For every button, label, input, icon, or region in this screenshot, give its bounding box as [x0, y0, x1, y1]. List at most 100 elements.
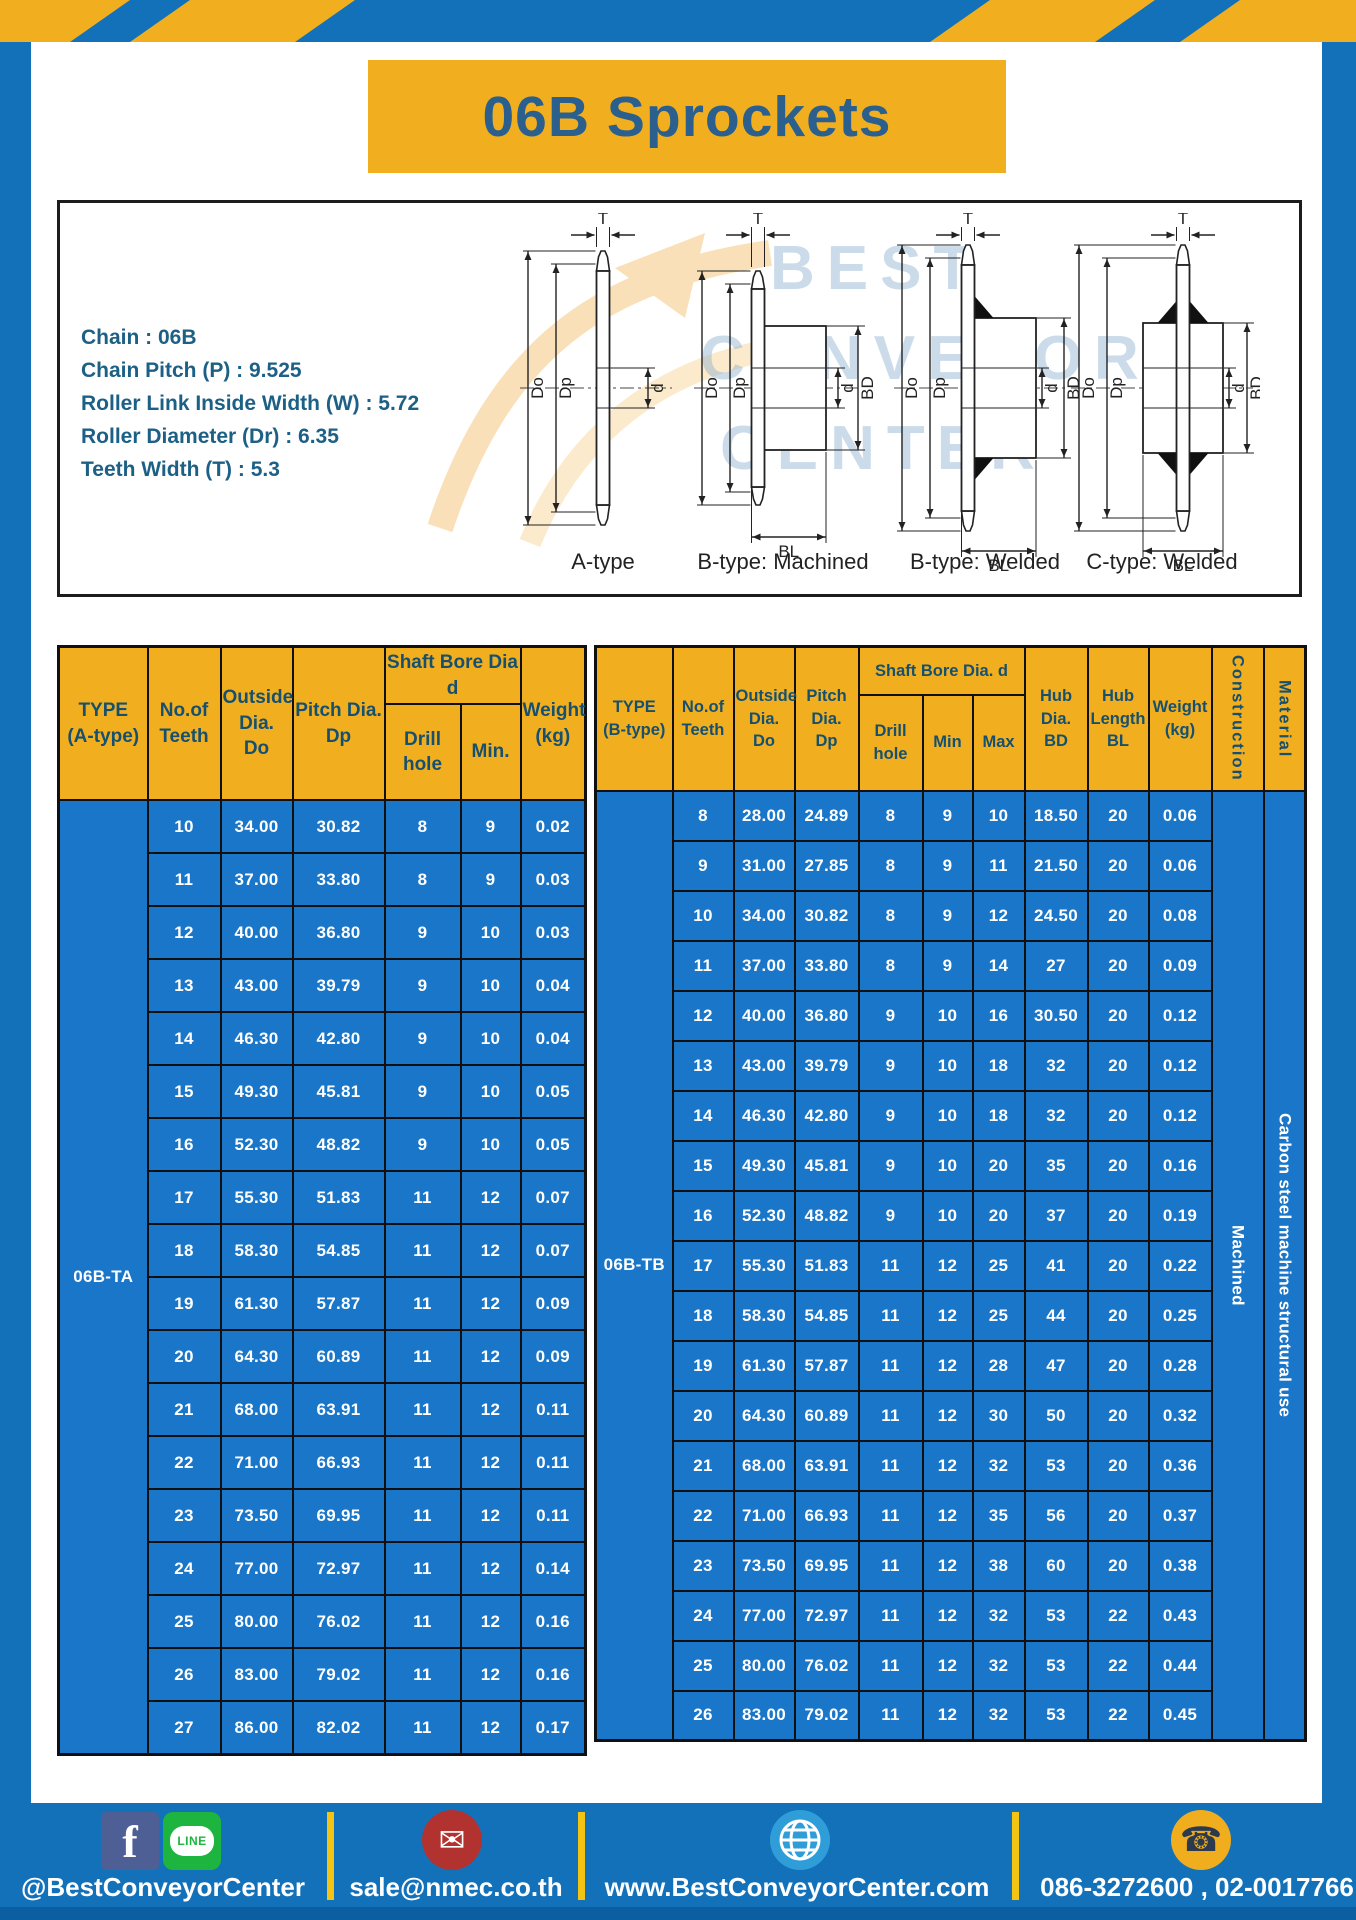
col-header-outside-dia: Outside Dia. Do — [732, 645, 797, 792]
cell: 0.28 — [1147, 1339, 1213, 1392]
cell: 20 — [1086, 1189, 1150, 1242]
cell: 12 — [921, 1239, 974, 1292]
cell: 66.93 — [793, 1489, 860, 1542]
cell: 32 — [971, 1439, 1026, 1492]
cell: 57.87 — [291, 1276, 386, 1332]
cell: 25 — [671, 1639, 735, 1692]
cell: 0.12 — [1147, 1089, 1213, 1142]
cell: 12 — [459, 1700, 522, 1756]
cell: 45.81 — [793, 1139, 860, 1192]
table-row: 18 58.30 54.85 11 12 25 44 20 0.25 — [596, 1289, 1306, 1342]
cell: 57.87 — [793, 1339, 860, 1392]
cell: 9 — [459, 799, 522, 855]
spec-line: Roller Link Inside Width (W) : 5.72 — [81, 392, 420, 415]
social-handle[interactable]: @BestConveyorCenter — [21, 1872, 305, 1902]
cell: 11 — [383, 1329, 462, 1385]
cell: 58.30 — [219, 1223, 294, 1279]
cell: 28 — [971, 1339, 1026, 1392]
table-row: 06B-TA 10 34.00 30.82 8 9 0.02 — [57, 799, 587, 1756]
table-row: 17 55.30 51.83 11 12 25 41 20 0.22 — [596, 1239, 1306, 1292]
table-b-body: 06B-TB 8 28.00 24.89 8 9 10 18.50 20 0.06 Machined… — [594, 789, 1307, 1742]
cell: 19 — [146, 1276, 222, 1332]
cell: 77.00 — [219, 1541, 294, 1597]
cell: 39.79 — [793, 1039, 860, 1092]
cell: 19 — [671, 1339, 735, 1392]
cell: 11 — [857, 1589, 924, 1642]
cell: 9 — [383, 1011, 462, 1067]
cell: 20 — [1086, 939, 1150, 992]
cell: 37.00 — [219, 852, 294, 908]
cell: 10 — [921, 989, 974, 1042]
top-decorative-bar — [0, 0, 1356, 42]
globe-icon[interactable] — [770, 1810, 830, 1870]
stripe — [130, 0, 355, 42]
cell: 40.00 — [732, 989, 796, 1042]
footer-divider — [1012, 1812, 1019, 1900]
cell: 11 — [857, 1239, 924, 1292]
cell: 12 — [459, 1541, 522, 1597]
cell: 10 — [459, 1064, 522, 1120]
cell: 20 — [1086, 989, 1150, 1042]
cell: 0.36 — [1147, 1439, 1213, 1492]
cell: 39.79 — [291, 958, 386, 1014]
table-row: 23 73.50 69.95 11 12 38 60 20 0.38 — [596, 1539, 1306, 1592]
cell: 11 — [857, 1489, 924, 1542]
svg-text:Do: Do — [528, 377, 547, 399]
footer-contact-bar — [0, 1803, 1356, 1920]
table-row: 24 77.00 72.97 11 12 32 53 22 0.43 — [596, 1589, 1306, 1642]
cell: 12 — [921, 1689, 974, 1742]
cell: 12 — [459, 1276, 522, 1332]
cell: 12 — [459, 1170, 522, 1226]
cell: 24.89 — [793, 789, 860, 842]
table-row: 9 31.00 27.85 8 9 11 21.50 20 0.06 — [596, 839, 1306, 892]
cell: 24.50 — [1023, 889, 1089, 942]
table-a-type: TYPE (A-type) No.of Teeth Outside Dia. D… — [57, 645, 587, 1756]
cell: 16 — [971, 989, 1026, 1042]
cell: 54.85 — [291, 1223, 386, 1279]
cell: 11 — [383, 1594, 462, 1650]
cell: 53 — [1023, 1439, 1089, 1492]
type-label-cell: 06B-TA — [57, 799, 149, 1756]
line-app-icon[interactable]: LINE — [163, 1812, 221, 1870]
cell: 46.30 — [219, 1011, 294, 1067]
cell: 76.02 — [793, 1639, 860, 1692]
cell: 66.93 — [291, 1435, 386, 1491]
spec-line: Roller Diameter (Dr) : 6.35 — [81, 425, 339, 448]
phone-numbers[interactable]: 086-3272600 , 02-0017766 — [1040, 1872, 1354, 1902]
cell: 27 — [146, 1700, 222, 1756]
cell: 24 — [146, 1541, 222, 1597]
svg-text:Dp: Dp — [556, 377, 575, 399]
website-url[interactable]: www.BestConveyorCenter.com — [604, 1872, 990, 1902]
sprocket-drawing-b-type-welded: T Do Dp d BD BL — [888, 209, 1083, 583]
cell: 20 — [1086, 839, 1150, 892]
svg-text:T: T — [598, 213, 608, 228]
cell: 9 — [921, 789, 974, 842]
table-row: 19 61.30 57.87 11 12 28 47 20 0.28 — [596, 1339, 1306, 1392]
cell: 30.82 — [793, 889, 860, 942]
cell: 0.43 — [1147, 1589, 1213, 1642]
line-bubble: LINE — [170, 1826, 214, 1856]
cell: 11 — [857, 1289, 924, 1342]
cell: 10 — [921, 1139, 974, 1192]
cell: 52.30 — [732, 1189, 796, 1242]
cell: 15 — [146, 1064, 222, 1120]
cell: 58.30 — [732, 1289, 796, 1342]
email-icon[interactable]: ✉ — [422, 1810, 482, 1870]
cell: 0.03 — [519, 852, 587, 908]
cell: 49.30 — [219, 1064, 294, 1120]
phone-icon[interactable]: ☎ — [1171, 1810, 1231, 1870]
cell: 10 — [459, 905, 522, 961]
cell: 20 — [1086, 1489, 1150, 1542]
cell: 50 — [1023, 1389, 1089, 1442]
cell: 22 — [1086, 1589, 1150, 1642]
left-border — [0, 0, 31, 1920]
cell: 20 — [1086, 1239, 1150, 1292]
cell: 73.50 — [732, 1539, 796, 1592]
cell: 51.83 — [291, 1170, 386, 1226]
cell: 16 — [146, 1117, 222, 1173]
cell: 9 — [459, 852, 522, 908]
facebook-icon[interactable]: f — [101, 1812, 159, 1870]
table-row: 21 68.00 63.91 11 12 32 53 20 0.36 — [596, 1439, 1306, 1492]
email-address[interactable]: sale@nmec.co.th — [349, 1872, 563, 1902]
cell: 21 — [146, 1382, 222, 1438]
